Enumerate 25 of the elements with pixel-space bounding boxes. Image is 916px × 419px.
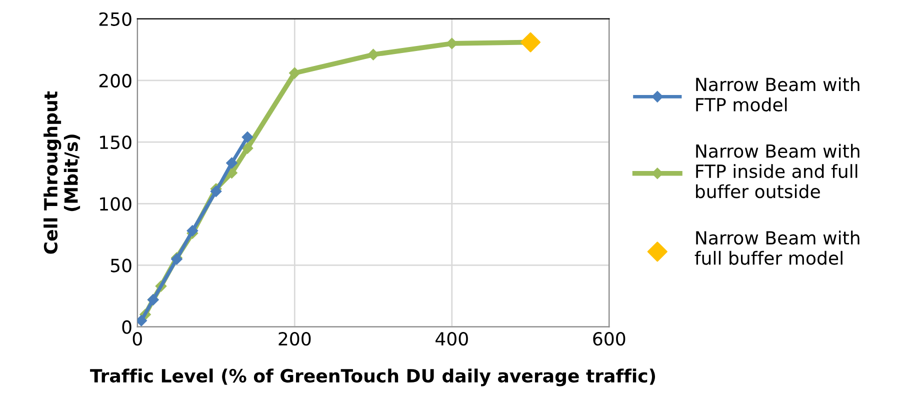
x-axis-title: Traffic Level (% of GreenTouch DU daily average traffic)	[90, 368, 656, 386]
point	[242, 132, 254, 143]
point	[289, 67, 300, 79]
y-tick-label: 0	[122, 320, 132, 334]
point	[210, 186, 222, 197]
point	[242, 142, 254, 154]
point	[520, 32, 541, 52]
point	[186, 225, 198, 236]
point	[446, 38, 458, 50]
x-tick-label: 600	[593, 332, 626, 346]
x-tick-label: 400	[436, 332, 468, 346]
point	[226, 157, 238, 169]
y-tick-label: 50	[110, 258, 132, 272]
legend-label: Narrow Beam with FTP model	[696, 77, 860, 112]
x-tick-label: 200	[278, 332, 311, 346]
point	[368, 48, 379, 60]
point	[137, 315, 147, 326]
y-tick-label: 150	[100, 136, 132, 150]
y-tick-label: 250	[99, 12, 132, 26]
y-tick-label: 100	[100, 197, 132, 211]
x-tick-label: 0	[132, 332, 142, 346]
y-axis-title: Cell Throughput (Mbit/s)	[44, 91, 80, 254]
legend-label: Narrow Beam with full buffer model	[694, 230, 860, 265]
y-tick-label: 200	[99, 74, 132, 88]
legend-label: Narrow Beam with FTP inside and full buffer outside	[696, 144, 860, 198]
